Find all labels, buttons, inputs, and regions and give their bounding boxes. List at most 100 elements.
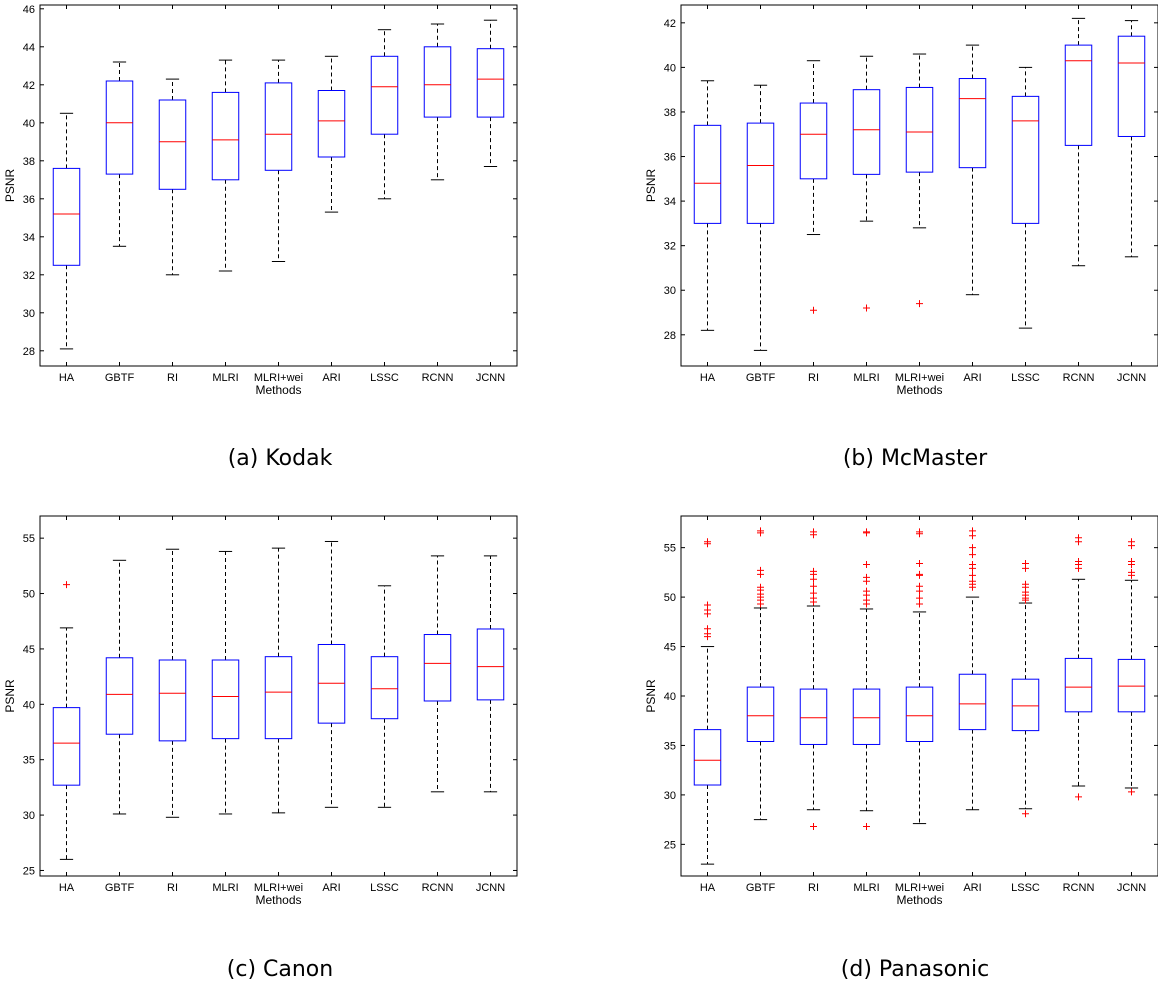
x-tick-label: RCNN	[422, 372, 454, 384]
box-lssc	[1011, 559, 1040, 818]
caption-mcmaster: (b) McMaster	[842, 446, 988, 471]
outlier-marker	[969, 527, 976, 535]
outlier-marker	[969, 577, 976, 585]
iqr-box	[105, 80, 134, 175]
x-axis-label: Methods	[896, 383, 942, 397]
box-rcnn	[423, 23, 452, 181]
y-tick-label: 36	[664, 152, 676, 164]
iqr-box	[958, 78, 987, 169]
outlier-marker	[1128, 568, 1135, 576]
outlier-marker	[63, 581, 70, 589]
iqr-box	[264, 656, 293, 740]
caption-kodak: (a) Kodak	[227, 446, 333, 471]
box-ari	[317, 55, 346, 213]
outlier-marker	[863, 304, 870, 312]
box-jcnn	[476, 555, 505, 793]
y-tick-label: 40	[664, 62, 676, 74]
box-gbtf	[105, 559, 134, 815]
iqr-box	[852, 688, 881, 745]
y-axis-label: PSNR	[644, 168, 658, 202]
chart-panel-canon: 25 30 35 40 45 50 55 HA GBTF RI MLRI MLRI+wei ARI LSS…	[0, 510, 560, 910]
outlier-marker	[1022, 580, 1029, 588]
y-tick-label: 32	[23, 270, 35, 282]
outlier-marker	[810, 306, 817, 314]
y-tick-label: 44	[23, 42, 35, 54]
y-tick-label: 38	[664, 107, 676, 119]
iqr-box	[264, 82, 293, 171]
y-tick-label: 28	[23, 346, 35, 358]
y-tick-label: 30	[664, 285, 676, 297]
box-mlri-wei	[905, 53, 934, 308]
iqr-box	[746, 686, 775, 742]
outlier-marker	[916, 594, 923, 602]
box-rcnn	[1064, 534, 1093, 801]
box-rcnn	[1064, 17, 1093, 267]
outlier-marker	[757, 527, 764, 535]
x-tick-label: MLRI+wei	[895, 372, 944, 384]
caption-canon: (c) Canon	[226, 957, 334, 982]
outlier-marker	[969, 571, 976, 579]
box-gbtf	[746, 84, 775, 351]
box-mlri	[211, 550, 240, 815]
iqr-box	[370, 656, 399, 720]
box-ha	[693, 80, 722, 331]
outlier-marker	[863, 587, 870, 595]
iqr-box	[105, 657, 134, 735]
iqr-box	[1064, 657, 1093, 713]
outlier-marker	[704, 625, 711, 633]
y-tick-label: 34	[23, 232, 35, 244]
iqr-box	[746, 122, 775, 224]
chart-panel-panasonic: 25 30 35 40 45 50 55 HA GBTF RI MLRI MLRI+wei ARI LSS…	[644, 510, 1158, 910]
box-ri	[799, 60, 828, 314]
x-tick-label: LSSC	[1011, 372, 1040, 384]
x-tick-label: MLRI	[853, 882, 879, 894]
iqr-box	[476, 48, 505, 118]
outlier-marker	[810, 582, 817, 590]
iqr-box	[1064, 44, 1093, 146]
outlier-marker	[704, 538, 711, 546]
x-tick-label: JCNN	[1117, 372, 1146, 384]
x-tick-label: GBTF	[746, 372, 776, 384]
y-axis-label: PSNR	[3, 168, 17, 202]
x-tick-label: GBTF	[105, 372, 135, 384]
x-tick-label: HA	[700, 882, 716, 894]
y-tick-label: 25	[664, 839, 676, 851]
x-tick-label: RCNN	[1063, 372, 1095, 384]
x-tick-label: ARI	[963, 372, 981, 384]
box-mlri-wei	[264, 547, 293, 814]
y-tick-label: 28	[664, 330, 676, 342]
x-tick-label: RI	[167, 372, 178, 384]
iqr-box	[799, 688, 828, 745]
x-tick-label: LSSC	[1011, 882, 1040, 894]
outlier-marker	[810, 823, 817, 831]
box-ari	[317, 540, 346, 808]
box-mlri-wei	[905, 528, 934, 825]
x-tick-label: GBTF	[105, 882, 135, 894]
y-tick-label: 36	[23, 194, 35, 206]
box-mlri-wei	[264, 59, 293, 262]
outlier-marker	[1128, 538, 1135, 546]
x-tick-label: ARI	[322, 372, 340, 384]
outlier-marker	[1022, 559, 1029, 567]
y-tick-label: 38	[23, 156, 35, 168]
box-ri	[158, 548, 187, 818]
y-tick-label: 30	[664, 790, 676, 802]
box-plot-svg: 28 30 32 34 36 38 40 42 HA GBTF RI MLRI MLRI+wei ARI L…	[644, 4, 1158, 397]
box-ari	[958, 44, 987, 296]
iqr-box	[476, 628, 505, 701]
box-gbtf	[746, 527, 775, 821]
y-tick-label: 32	[664, 241, 676, 253]
x-tick-label: LSSC	[370, 372, 399, 384]
box-plot-svg: 28 30 32 34 36 38 40 42 44 46 HA GBTF RI MLRI MLRI+wei…	[3, 4, 518, 397]
iqr-box	[423, 634, 452, 702]
box-plot-svg: 25 30 35 40 45 50 55 HA GBTF RI MLRI MLRI+wei ARI LSS…	[644, 515, 1158, 907]
box-mlri	[211, 59, 240, 272]
outlier-marker	[916, 600, 923, 608]
outlier-marker	[1128, 788, 1135, 796]
x-tick-label: MLRI+wei	[254, 882, 303, 894]
y-axis-label: PSNR	[3, 679, 17, 713]
chart-panel-kodak: 28 30 32 34 36 38 40 42 44 46 HA GBTF RI MLRI MLRI+wei…	[0, 0, 560, 400]
iqr-box	[1117, 35, 1146, 137]
y-tick-label: 35	[664, 740, 676, 752]
box-jcnn	[1117, 538, 1146, 796]
